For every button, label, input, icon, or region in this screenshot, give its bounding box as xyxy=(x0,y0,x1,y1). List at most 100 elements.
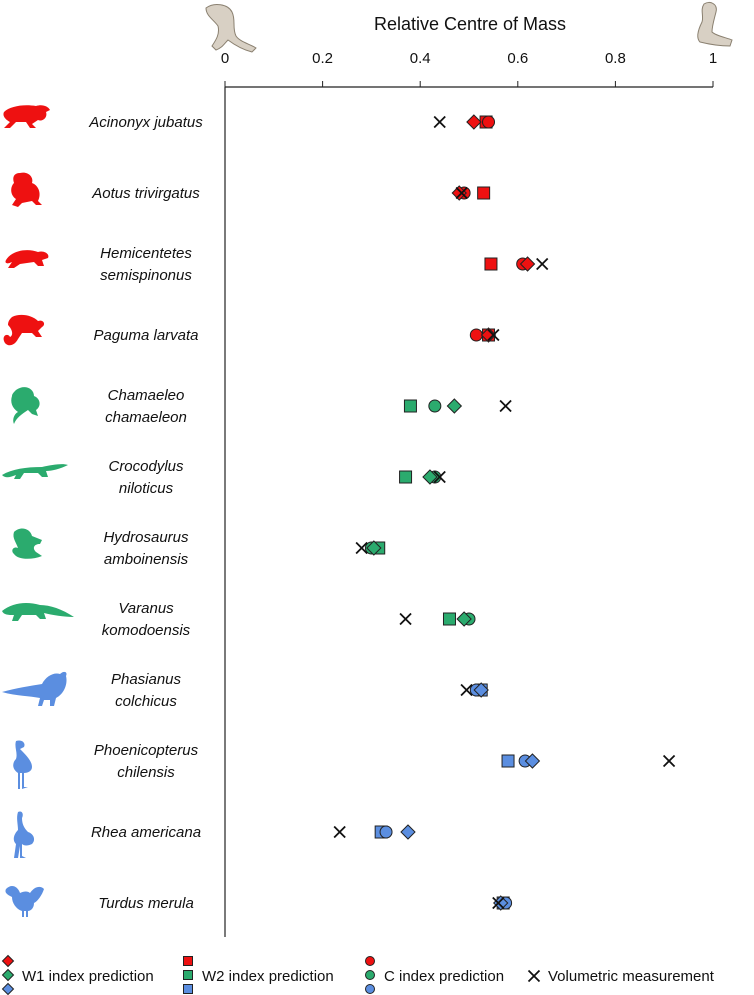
silhouette-shape xyxy=(3,105,50,128)
x-tick-label: 0.6 xyxy=(507,50,528,67)
species-name: niloticus xyxy=(119,480,174,497)
legend-item-cross: Volumetric measurement xyxy=(527,968,715,985)
diamond-point-5 xyxy=(446,398,463,414)
sailfin-lizard-silhouette-icon xyxy=(12,528,42,559)
square-point-6 xyxy=(399,470,413,484)
species-name: chamaeleon xyxy=(105,409,187,426)
cross-point-12 xyxy=(492,896,505,910)
silhouette-shape xyxy=(2,464,68,479)
night-monkey-silhouette-icon xyxy=(11,172,42,207)
species-name: Phoenicopterus xyxy=(94,742,199,759)
legend-diamond-bird xyxy=(1,982,15,995)
civet-silhouette-icon xyxy=(3,314,45,346)
silhouette-shape xyxy=(5,886,44,917)
diamond-point-11 xyxy=(400,824,416,840)
cross-point-10 xyxy=(662,754,676,768)
tenrec-silhouette-icon xyxy=(5,250,49,268)
silhouette-shape xyxy=(11,172,42,207)
silhouette-shape xyxy=(13,811,35,858)
diamond-point-3 xyxy=(519,256,536,272)
diamond-point-7 xyxy=(366,540,382,556)
silhouette-shape xyxy=(2,603,74,621)
legend-item-square: W2 index prediction xyxy=(183,956,334,994)
komodo-dragon-silhouette-icon xyxy=(2,603,74,621)
species-name: Crocodylus xyxy=(108,458,184,475)
circle-point-5 xyxy=(428,399,442,413)
legend-label: W2 index prediction xyxy=(202,968,334,985)
species-name: komodoensis xyxy=(102,622,191,639)
legend-label: W1 index prediction xyxy=(22,968,154,985)
silhouette-shape xyxy=(11,387,40,424)
legend-label: C index prediction xyxy=(384,968,504,985)
species-name: Hemicentetes xyxy=(100,245,192,262)
species-name: amboinensis xyxy=(104,551,189,568)
legend-cross-marker xyxy=(527,969,541,983)
species-name: Turdus merula xyxy=(98,895,194,912)
legend: W1 index prediction W2 index prediction C … xyxy=(1,954,715,995)
legend-circle-reptile xyxy=(365,970,375,980)
species-name: Phasianus xyxy=(111,671,182,688)
flamingo-silhouette-icon xyxy=(13,740,32,789)
cross-point-11 xyxy=(333,825,346,839)
x-tick-label: 0.2 xyxy=(312,50,333,67)
pelvis-bone-icon xyxy=(205,4,257,53)
silhouette-shape xyxy=(12,528,42,559)
species-name: Hydrosaurus xyxy=(103,529,189,546)
legend-diamond-mammal xyxy=(1,954,15,968)
crocodile-silhouette-icon xyxy=(2,464,68,479)
legend-circle-bird xyxy=(365,984,375,994)
species-name: colchicus xyxy=(115,693,177,710)
diamond-point-1 xyxy=(466,114,482,130)
species-name: Rhea americana xyxy=(91,824,201,841)
species-name: Chamaeleo xyxy=(108,387,185,404)
x-tick-label: 0.4 xyxy=(410,50,431,67)
pheasant-silhouette-icon xyxy=(2,671,67,706)
species-name: Acinonyx jubatus xyxy=(88,114,203,131)
foot-bone-icon xyxy=(697,1,733,47)
species-name: chilensis xyxy=(117,764,175,781)
cross-point-6 xyxy=(433,470,446,484)
legend-circle-mammal xyxy=(365,956,375,966)
square-point-5 xyxy=(403,399,417,413)
legend-square-reptile xyxy=(183,970,193,980)
legend-diamond-reptile xyxy=(1,968,15,982)
circle-point-1 xyxy=(482,115,496,129)
square-point-2 xyxy=(477,186,491,200)
rhea-silhouette-icon xyxy=(13,811,35,858)
square-point-10 xyxy=(501,754,515,768)
species-name: Aotus trivirgatus xyxy=(91,185,200,202)
silhouette-shape xyxy=(2,671,67,706)
species-name: Paguma larvata xyxy=(93,327,198,344)
species-name: Varanus xyxy=(118,600,174,617)
legend-square-bird xyxy=(183,984,193,994)
legend-item-circle: C index prediction xyxy=(365,956,504,994)
cross-point-2 xyxy=(455,186,468,200)
silhouette-shape xyxy=(5,250,49,268)
cheetah-silhouette-icon xyxy=(3,105,50,128)
chameleon-silhouette-icon xyxy=(11,387,40,424)
diamond-point-6 xyxy=(422,469,438,485)
diamond-point-9 xyxy=(473,682,489,698)
square-point-8 xyxy=(442,612,456,626)
silhouette-shape xyxy=(13,740,32,789)
x-tick-label: 0.8 xyxy=(605,50,626,67)
x-tick-label: 1 xyxy=(709,50,717,67)
cross-point-7 xyxy=(355,541,368,555)
diamond-point-10 xyxy=(524,753,541,769)
species-name: semispinonus xyxy=(100,267,192,284)
x-axis-title: Relative Centre of Mass xyxy=(374,14,566,34)
legend-item-diamond: W1 index prediction xyxy=(1,954,154,995)
square-point-3 xyxy=(484,257,498,271)
cross-point-1 xyxy=(433,115,446,129)
cross-point-4 xyxy=(487,328,500,342)
circle-point-11 xyxy=(379,825,393,839)
cross-point-5 xyxy=(499,399,512,413)
x-tick-label: 0 xyxy=(221,50,229,67)
legend-label: Volumetric measurement xyxy=(548,968,715,985)
blackbird-silhouette-icon xyxy=(5,886,44,917)
species-rows: Acinonyx jubatus Aotus trivirgatus Hemicen… xyxy=(2,105,203,917)
diamond-point-4 xyxy=(480,327,497,343)
x-axis: 0 0.2 0.4 0.6 0.8 1 xyxy=(221,50,717,937)
diamond-point-8 xyxy=(456,611,472,627)
